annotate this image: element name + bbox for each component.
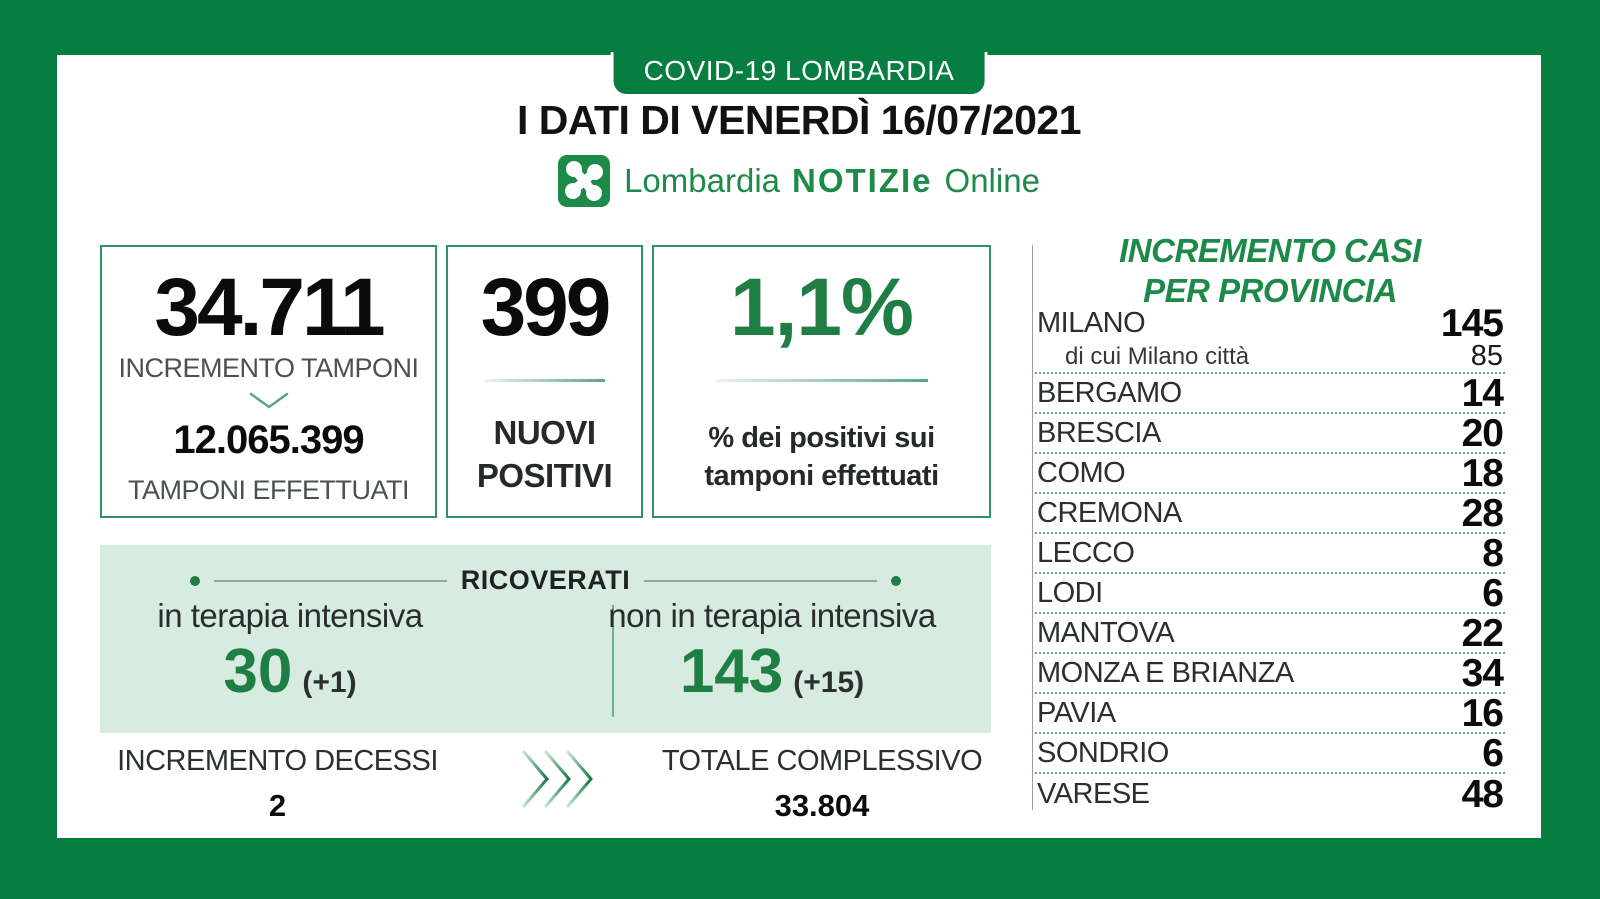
card-percentuale-positivi: 1,1% % dei positivi sui tamponi effettua… xyxy=(652,245,991,518)
non-terapia-intensiva-label: non in terapia intensiva xyxy=(608,597,936,634)
province-value: 14 xyxy=(1461,371,1504,415)
province-name: VARESE xyxy=(1037,777,1150,810)
province-value: 18 xyxy=(1461,451,1504,495)
divider xyxy=(644,579,878,582)
table-row: LECCO 8 xyxy=(1035,534,1505,574)
percent-label: % dei positivi sui tamponi effettuati xyxy=(704,420,939,495)
bullet-icon xyxy=(891,575,902,586)
province-subname: di cui Milano città xyxy=(1065,342,1250,370)
province-name: LODI xyxy=(1037,576,1103,609)
nuovi-positivi-value: 399 xyxy=(480,262,612,353)
terapia-intensiva-delta: (+1) xyxy=(302,666,357,699)
province-name: CREMONA xyxy=(1037,496,1182,529)
divider xyxy=(612,605,614,717)
divider xyxy=(484,379,605,382)
terapia-intensiva-label: in terapia intensiva xyxy=(157,597,423,634)
table-row: LODI 6 xyxy=(1035,574,1505,614)
province-value: 20 xyxy=(1461,411,1504,455)
province-value: 6 xyxy=(1482,571,1504,615)
ricoverati-title: RICOVERATI xyxy=(460,565,631,595)
province-table: MILANO 145 di cui Milano città 85 BERGAM… xyxy=(1035,303,1505,814)
logo-online-text: Online xyxy=(944,162,1040,199)
table-row: CREMONA 28 xyxy=(1035,494,1505,534)
logo-notizie-text: NOTIZIe xyxy=(792,162,933,199)
province-value: 28 xyxy=(1461,491,1504,535)
card-incremento-tamponi: 34.711 INCREMENTO TAMPONI 12.065.399 TAM… xyxy=(100,245,437,518)
card-nuovi-positivi: 399 NUOVI POSITIVI xyxy=(446,245,643,518)
ricoverati-band: RICOVERATI in terapia intensiva 30 (+1) … xyxy=(100,545,991,733)
table-row: BERGAMO 14 xyxy=(1035,374,1505,414)
infographic-canvas: COVID-19 LOMBARDIA I DATI DI VENERDÌ 16/… xyxy=(57,52,1541,838)
province-section-title: INCREMENTO CASI PER PROVINCIA xyxy=(1035,231,1505,312)
percent-label-line2: tamponi effettuati xyxy=(704,459,939,492)
divider xyxy=(715,379,928,382)
non-terapia-intensiva-value: 143 xyxy=(679,637,784,706)
logo-lombardia-text: Lombardia xyxy=(624,162,781,199)
province-value: 8 xyxy=(1482,531,1504,575)
table-subrow: di cui Milano città 85 xyxy=(1035,340,1505,374)
province-value: 16 xyxy=(1461,691,1504,735)
covid-lombardia-badge: COVID-19 LOMBARDIA xyxy=(610,52,988,97)
province-name: MONZA E BRIANZA xyxy=(1037,656,1294,689)
lombardia-notizie-logo: Lombardia NOTIZIe Online xyxy=(57,155,1541,207)
province-value: 145 xyxy=(1440,301,1504,345)
province-name: MANTOVA xyxy=(1037,616,1175,649)
province-name: LECCO xyxy=(1037,536,1135,569)
percent-label-line1: % dei positivi sui xyxy=(708,422,935,454)
logo-wordmark: Lombardia NOTIZIe Online xyxy=(624,162,1040,200)
province-name: BRESCIA xyxy=(1037,416,1161,449)
incremento-decessi-block: INCREMENTO DECESSI 2 xyxy=(100,745,455,824)
table-row: SONDRIO 6 xyxy=(1035,734,1505,774)
table-row: PAVIA 16 xyxy=(1035,694,1505,734)
province-name: COMO xyxy=(1037,456,1126,489)
province-title-line1: INCREMENTO CASI xyxy=(1119,232,1421,269)
bullet-icon xyxy=(190,575,200,586)
ricoverati-header: RICOVERATI xyxy=(190,565,902,596)
table-row: BRESCIA 20 xyxy=(1035,414,1505,454)
province-name: BERGAMO xyxy=(1037,376,1182,409)
province-value: 34 xyxy=(1461,651,1504,695)
tamponi-total-label: TAMPONI EFFETTUATI xyxy=(128,475,410,505)
totale-complessivo-label: TOTALE COMPLESSIVO xyxy=(661,745,983,777)
totale-complessivo-value: 33.804 xyxy=(774,788,870,823)
tamponi-total-value: 12.065.399 xyxy=(173,418,364,462)
page-title: I DATI DI VENERDÌ 16/07/2021 xyxy=(516,97,1082,143)
divider xyxy=(214,579,447,582)
province-name: MILANO xyxy=(1037,306,1146,339)
table-row: COMO 18 xyxy=(1035,454,1505,494)
terapia-intensiva-block: in terapia intensiva 30 (+1) xyxy=(100,597,480,703)
tamponi-increment-label: INCREMENTO TAMPONI xyxy=(118,353,419,383)
table-row: MANTOVA 22 xyxy=(1035,614,1505,654)
province-name: SONDRIO xyxy=(1037,736,1169,769)
forward-chevrons-icon xyxy=(521,750,593,808)
non-terapia-intensiva-block: non in terapia intensiva 143 (+15) xyxy=(562,597,982,703)
province-subvalue: 85 xyxy=(1470,340,1503,372)
table-row: VARESE 48 xyxy=(1035,774,1505,814)
percent-value: 1,1% xyxy=(730,262,914,353)
tamponi-increment-value: 34.711 xyxy=(154,262,385,353)
chevron-down-icon xyxy=(249,392,288,409)
non-terapia-intensiva-delta: (+15) xyxy=(793,666,865,699)
province-value: 22 xyxy=(1461,611,1504,655)
table-row: MONZA E BRIANZA 34 xyxy=(1035,654,1505,694)
incremento-decessi-value: 2 xyxy=(268,788,287,823)
province-value: 6 xyxy=(1482,731,1504,775)
province-name: PAVIA xyxy=(1037,696,1116,729)
nuovi-positivi-label: NUOVI POSITIVI xyxy=(476,414,613,494)
incremento-decessi-label: INCREMENTO DECESSI xyxy=(117,745,438,777)
stat-cards: 34.711 INCREMENTO TAMPONI 12.065.399 TAM… xyxy=(100,245,991,518)
table-row: MILANO 145 xyxy=(1035,303,1505,343)
terapia-intensiva-value: 30 xyxy=(223,637,293,706)
divider xyxy=(1032,245,1033,810)
province-title-line2: PER PROVINCIA xyxy=(1143,272,1397,310)
rosa-camuna-icon xyxy=(558,155,611,207)
province-value: 48 xyxy=(1461,772,1504,816)
totale-complessivo-block: TOTALE COMPLESSIVO 33.804 xyxy=(617,745,1027,824)
